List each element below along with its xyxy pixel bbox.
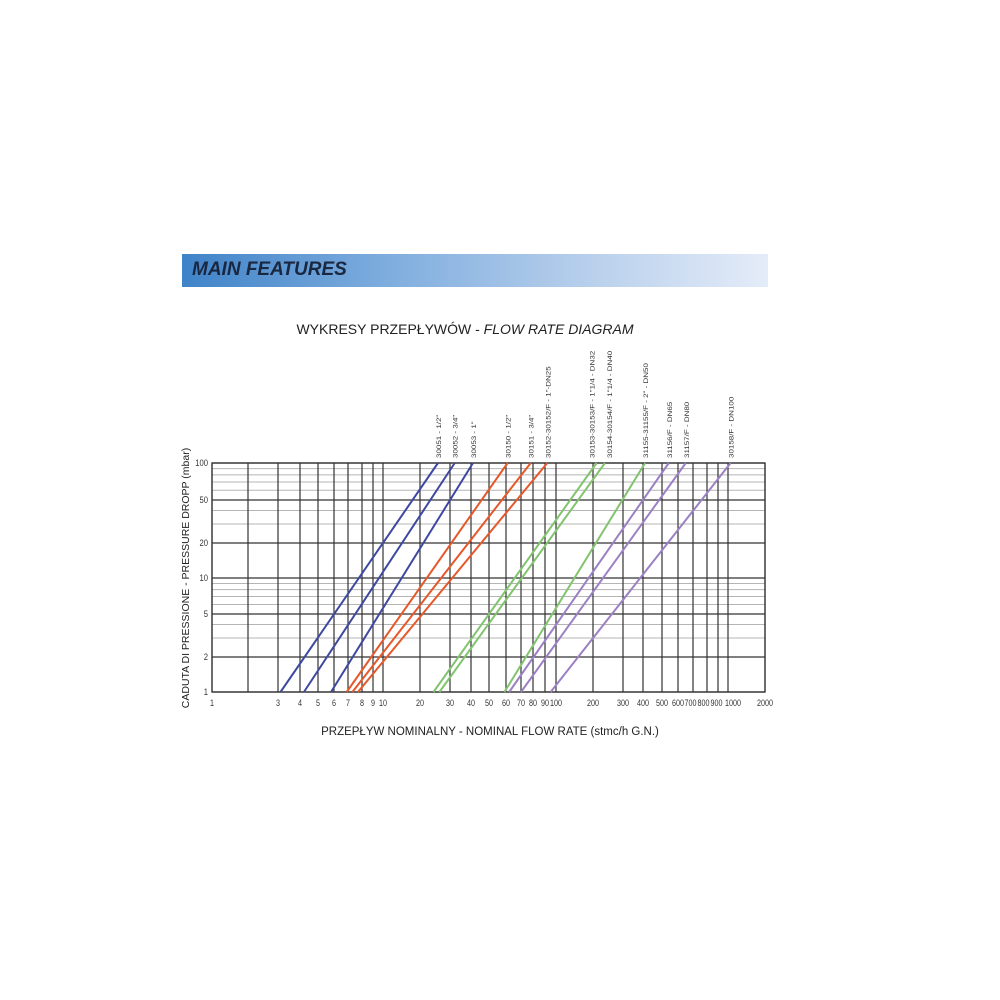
x-tick-label: 500 [656,698,668,708]
y-tick-label: 50 [199,494,208,505]
x-tick-label: 3 [276,698,280,708]
x-axis-label: PRZEPŁYW NOMINALNY - NOMINAL FLOW RATE (… [321,726,659,738]
series-line-7 [438,462,606,693]
x-tick-label: 50 [485,698,493,708]
x-tick-label: 2000 [757,698,773,708]
x-tick-label: 10 [379,698,387,708]
series-label: 30158/F - DN100 [727,397,735,458]
x-tick-label: 20 [416,698,424,708]
x-tick-label: 40 [467,698,475,708]
series-label: 30051 - 1/2" [435,414,443,458]
x-tick-label: 80 [529,698,537,708]
x-tick-label: 30 [446,698,454,708]
y-tick-label: 1 [204,686,209,697]
y-tick-label: 2 [204,651,209,662]
series-line-0 [279,462,439,693]
series-line-5 [357,462,549,693]
series-label: 30052 - 3/4" [452,414,460,458]
series-label: 30154-30154/F - 1"1/4 - DN40 [606,351,614,458]
x-tick-label: 60 [502,698,510,708]
x-tick-label: 6 [332,698,336,708]
x-tick-label: 900 [711,698,723,708]
x-tick-label: 90 [541,698,549,708]
x-tick-label: 1000 [725,698,741,708]
series-line-6 [432,462,598,693]
series-label: 31157/F - DN80 [683,402,691,458]
x-tick-label: 800 [698,698,710,708]
x-tick-label: 700 [685,698,697,708]
series-line-11 [549,462,732,693]
x-tick-label: 1 [210,698,214,708]
chart-title-main: WYKRESY PRZEPŁYWÓW - [296,321,484,337]
series-line-8 [503,462,646,693]
series-line-10 [520,462,687,693]
x-tick-label: 300 [617,698,629,708]
series-line-1 [303,462,456,693]
y-tick-label: 100 [195,457,208,468]
series-label: 30153-30153/F - 1"1/4 - DN32 [588,351,596,458]
series-label: 31156/F - DN65 [666,402,674,458]
series-label: 31155-31155/F - 2" - DN50 [642,363,650,458]
x-tick-label: 5 [316,698,320,708]
plot-frame [211,462,766,693]
series-line-9 [508,462,670,693]
series-line-2 [330,462,474,693]
x-tick-label: 9 [371,698,375,708]
y-tick-label: 5 [204,608,209,619]
x-tick-label: 100 [550,698,562,708]
chart-title: WYKRESY PRZEPŁYWÓW - FLOW RATE DIAGRAM [0,321,930,337]
series-line-3 [345,462,509,693]
section-title: MAIN FEATURES [192,259,347,280]
x-tick-label: 7 [346,698,350,708]
y-tick-label: 20 [199,537,208,548]
series-label: 30053 - 1" [470,421,478,458]
y-tick-label: 10 [199,572,208,583]
x-tick-label: 400 [637,698,649,708]
x-tick-label: 200 [587,698,599,708]
series-label: 30151 - 3/4" [528,414,536,458]
series-line-4 [351,462,532,693]
x-tick-label: 8 [360,698,364,708]
x-tick-label: 4 [298,698,302,708]
series-label: 30152-30152/F - 1"-DN25 [544,366,552,458]
series-label: 30150 - 1/2" [504,414,512,458]
y-axis-label: CADUTA DI PRESSIONE - PRESSURE DROPP (mb… [180,447,192,709]
x-tick-label: 600 [672,698,684,708]
x-tick-label: 70 [517,698,525,708]
chart-title-italic: FLOW RATE DIAGRAM [483,321,634,337]
section-header: MAIN FEATURES [182,254,768,287]
